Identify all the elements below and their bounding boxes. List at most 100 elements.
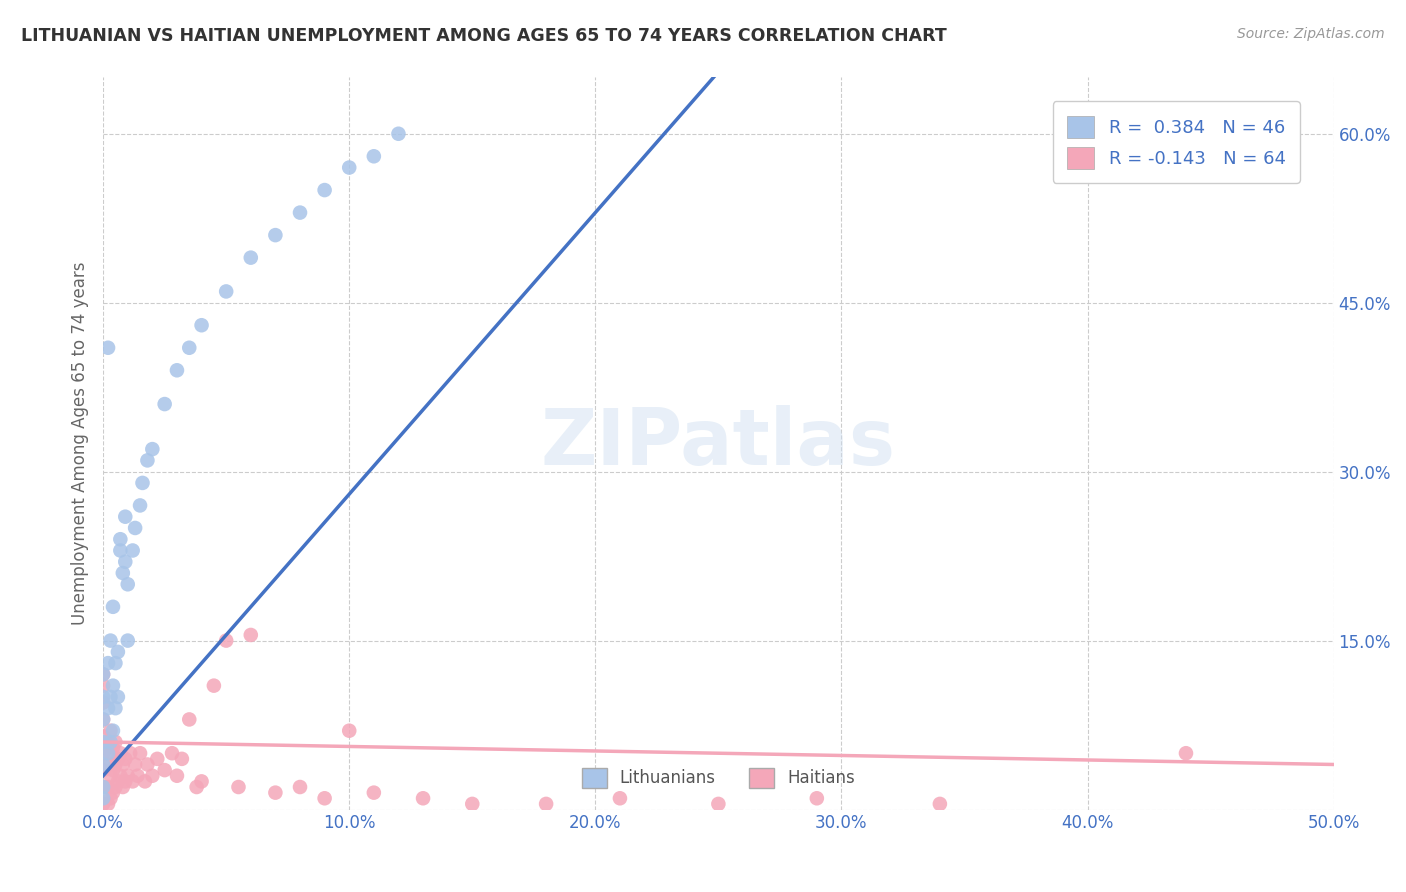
Point [129,746,152,760]
Point [337,161,360,175]
Point [101,786,124,800]
Point [136,453,159,467]
Point [97,656,120,670]
Point [91,735,114,749]
Text: Source: ZipAtlas.com: Source: ZipAtlas.com [1237,27,1385,41]
Point [101,679,124,693]
Point [111,780,134,794]
Point [91,667,114,681]
Point [121,543,143,558]
Point [141,442,163,456]
Point [110,533,132,547]
Point [107,752,129,766]
Point [100,769,122,783]
Point [114,555,136,569]
Point [107,774,129,789]
Point [609,791,631,805]
Legend: Lithuanians, Haitians: Lithuanians, Haitians [568,755,869,801]
Text: LITHUANIAN VS HAITIAN UNEMPLOYMENT AMONG AGES 65 TO 74 YEARS CORRELATION CHART: LITHUANIAN VS HAITIAN UNEMPLOYMENT AMONG… [21,27,946,45]
Point [136,757,159,772]
Point [104,656,127,670]
Point [215,633,238,648]
Point [141,769,163,783]
Point [124,757,146,772]
Point [97,746,120,760]
Point [117,769,139,783]
Point [363,786,385,800]
Point [91,746,114,760]
Point [186,780,208,794]
Point [97,757,120,772]
Point [114,774,136,789]
Point [166,769,188,783]
Point [97,780,120,794]
Point [104,780,127,794]
Point [101,740,124,755]
Point [101,599,124,614]
Point [110,769,132,783]
Point [806,791,828,805]
Point [129,499,152,513]
Point [190,774,212,789]
Point [412,791,434,805]
Point [288,205,311,219]
Point [110,746,132,760]
Point [190,318,212,333]
Point [91,763,114,777]
Point [179,341,201,355]
Point [179,713,201,727]
Y-axis label: Unemployment Among Ages 65 to 74 years: Unemployment Among Ages 65 to 74 years [72,261,89,625]
Point [121,774,143,789]
Point [107,690,129,704]
Point [146,752,169,766]
Point [114,752,136,766]
Point [120,746,142,760]
Point [288,780,311,794]
Point [91,679,114,693]
Point [104,757,127,772]
Point [91,713,114,727]
Point [264,786,287,800]
Point [707,797,730,811]
Point [534,797,557,811]
Point [337,723,360,738]
Point [91,780,114,794]
Point [97,701,120,715]
Point [124,521,146,535]
Point [104,701,127,715]
Point [117,577,139,591]
Point [215,285,238,299]
Point [100,633,122,648]
Point [91,780,114,794]
Point [314,791,336,805]
Point [100,723,122,738]
Point [100,735,122,749]
Point [101,763,124,777]
Point [91,667,114,681]
Point [100,791,122,805]
Point [228,780,250,794]
Point [134,774,156,789]
Point [104,735,127,749]
Point [387,127,409,141]
Point [91,690,114,704]
Point [91,791,114,805]
Point [114,509,136,524]
Point [91,713,114,727]
Point [110,543,132,558]
Point [363,149,385,163]
Point [107,645,129,659]
Point [153,397,176,411]
Point [111,757,134,772]
Point [97,735,120,749]
Point [264,228,287,243]
Point [153,763,176,777]
Point [314,183,336,197]
Point [170,752,193,766]
Point [91,797,114,811]
Text: ZIPatlas: ZIPatlas [541,406,896,482]
Point [101,723,124,738]
Point [100,690,122,704]
Point [127,769,149,783]
Point [111,566,134,580]
